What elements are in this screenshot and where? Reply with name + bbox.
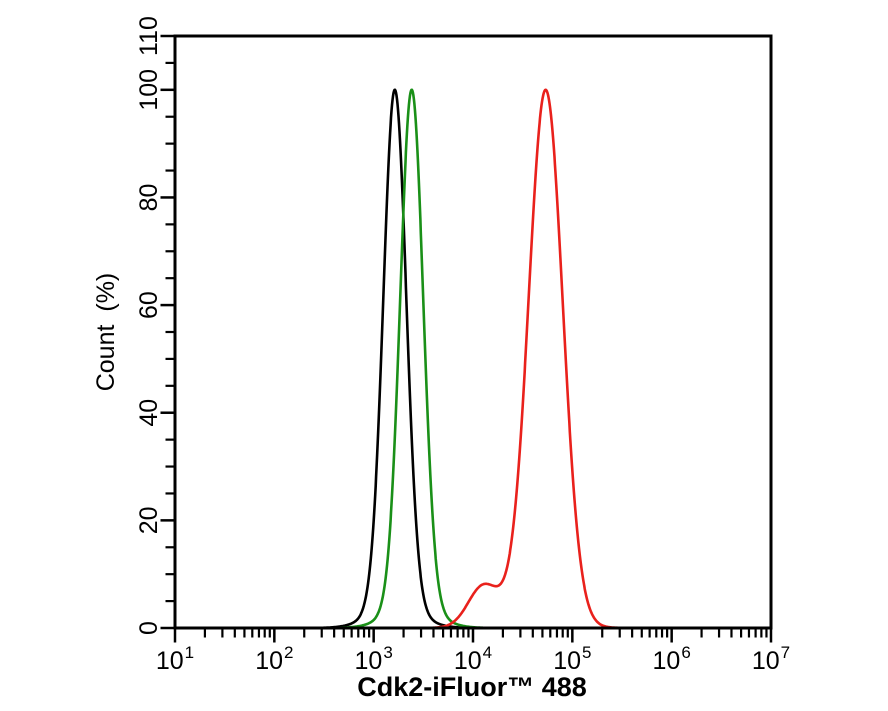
x-tick-label: 102 — [255, 643, 293, 675]
x-axis-ticks — [173, 629, 773, 643]
y-axis-tick-labels: 0 20 40 60 80 100 110 — [135, 16, 163, 635]
y-tick-label: 20 — [135, 506, 163, 534]
red-curve — [429, 88, 622, 630]
y-tick-label: 100 — [135, 69, 163, 111]
y-axis-ticks — [160, 34, 174, 630]
x-tick-label: 104 — [454, 643, 492, 675]
y-tick-label: 0 — [135, 621, 163, 635]
x-axis-tick-labels: 101 102 103 104 105 106 107 — [156, 643, 790, 675]
x-tick-label: 106 — [653, 643, 691, 675]
y-axis-title: Count (%) — [92, 273, 120, 392]
x-tick-label: 103 — [355, 643, 393, 675]
x-tick-label: 107 — [752, 643, 790, 675]
x-tick-label: 101 — [156, 643, 194, 675]
curves-layer — [319, 88, 622, 630]
black-curve — [319, 88, 471, 630]
x-axis-title: Cdk2-iFluor™ 488 — [357, 672, 587, 702]
y-tick-label: 80 — [135, 184, 163, 212]
plot-border — [173, 34, 773, 630]
y-tick-label: 110 — [135, 16, 163, 56]
green-curve — [336, 88, 488, 630]
y-tick-label: 60 — [135, 291, 163, 319]
x-tick-label: 105 — [553, 643, 591, 675]
y-tick-label: 40 — [135, 399, 163, 427]
